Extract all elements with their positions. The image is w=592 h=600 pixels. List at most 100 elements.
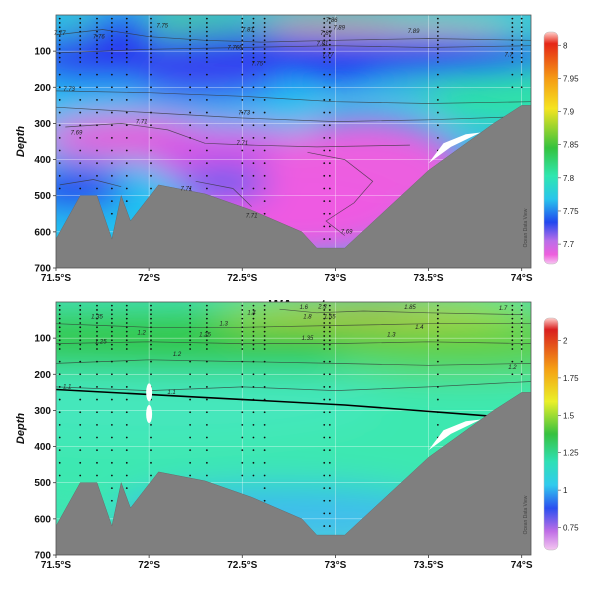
sample-point [189,43,192,46]
data-field [56,15,531,268]
sample-point [511,339,514,342]
sample-point [205,330,208,333]
sample-point [96,35,98,37]
sample-point [241,30,244,33]
sample-point [263,124,266,127]
sample-point [520,313,523,316]
colorbar-tick-label: 1.75 [563,374,579,383]
sample-point [110,487,113,490]
sample-point [205,124,208,127]
contour-line [307,151,374,236]
sample-point [125,386,128,388]
sample-point [323,449,326,452]
sample-point [241,436,244,439]
sample-point [205,322,208,324]
sample-point [96,17,98,20]
sample-point [125,99,128,101]
contour-label: 7.71 [181,186,193,192]
sample-point [511,335,514,337]
sample-point [252,436,255,439]
sample-point [125,436,128,439]
sample-point [125,343,128,346]
sample-point [96,52,98,55]
sample-point [436,335,439,337]
y-tick-label: 100 [34,334,51,345]
sample-point [323,487,326,490]
sample-point [150,86,152,89]
sample-point [241,474,244,477]
sample-point [125,26,128,29]
contour-line [56,323,531,328]
sample-point [110,317,113,320]
sample-point [189,35,192,37]
contour-line [195,180,252,207]
sample-point [511,73,514,76]
contour-label: 7.71 [246,213,258,219]
sample-point [252,423,255,426]
field-blob [56,363,382,443]
sample-point [125,339,128,342]
sample-point [189,474,192,477]
contour-label: 7.73 [238,110,250,116]
sample-point [110,35,113,37]
sample-point [96,449,98,452]
sample-point [189,343,192,346]
contour-label: 7.69 [341,230,353,236]
sample-point [328,343,331,346]
sample-point [252,187,255,190]
sample-point [79,343,82,346]
sample-point [328,26,331,29]
y-axis: 100 200 300 400 500 600 700 [34,47,56,275]
sample-point [520,86,523,89]
sample-point [110,322,113,324]
colorbar-tick-label: 7.75 [563,207,579,216]
contour-labels: 1.35 1.25 1.2 1.25 1.3 1.4 1.6 2.3 1.8 1.55 1.35 1.… [63,305,517,397]
colorbar-gradient [543,317,559,551]
sample-point [328,436,331,439]
sample-point [323,238,326,240]
chart-panel-2: WAr out1.351.251.21.251.31.41.62.31.81.5… [15,297,579,571]
sample-point [263,35,266,37]
sample-point [96,309,98,311]
sample-point [252,326,255,329]
sample-point [150,73,152,76]
sample-point [436,26,439,29]
sample-point [511,52,514,55]
sample-point [241,335,244,337]
sample-point [436,343,439,346]
field-blob [251,15,401,25]
plot-frame [55,301,532,556]
sample-point [511,30,514,33]
sample-point [125,52,128,55]
sample-point [252,86,255,89]
sample-point [323,461,326,464]
sample-point [252,73,255,76]
sample-point [323,26,326,29]
sample-point [263,52,266,55]
sample-point [323,225,326,228]
sample-point [252,149,255,152]
sample-point [79,86,82,89]
sample-point [96,30,98,33]
contour-label: 1.8 [303,314,312,320]
sample-point [263,43,266,46]
sample-point [328,136,331,139]
sample-point [189,162,192,165]
sample-point [205,335,208,337]
sample-point [125,335,128,337]
sample-point [110,474,113,477]
sample-point [328,348,331,350]
sample-point [252,339,255,342]
sample-point [110,386,113,388]
sample-point [150,360,152,363]
sample-point [252,39,255,42]
sample-point [189,436,192,439]
sample-point [150,56,152,59]
sample-point [328,17,331,20]
sample-point [328,99,331,101]
sample-point [511,313,514,316]
sample-point [263,343,266,346]
sample-point [189,335,192,337]
sample-point [263,322,266,324]
sample-point [263,436,266,439]
